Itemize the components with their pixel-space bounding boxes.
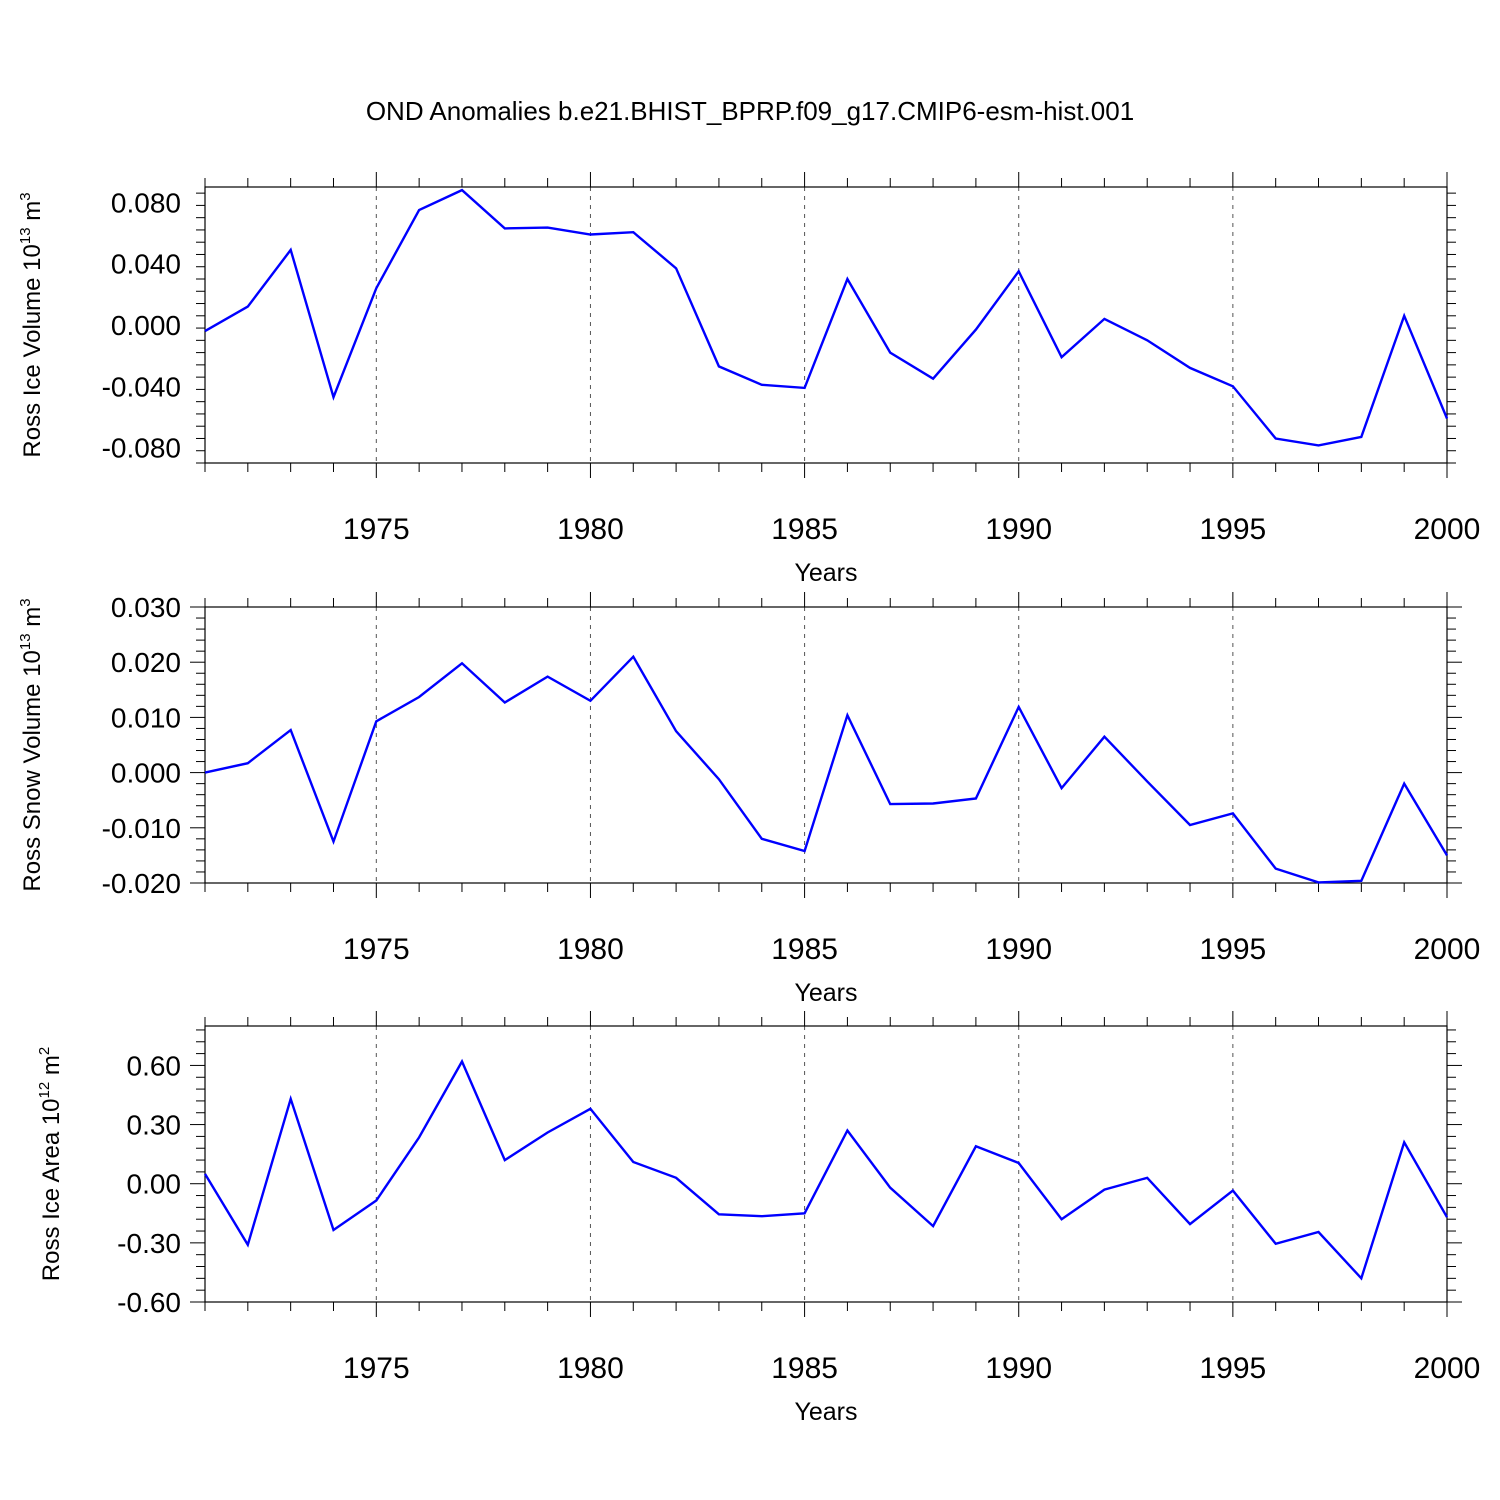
panel-2: -0.020 -0.010 0.000 0.010 0.020 0.030 1975 1980… bbox=[17, 592, 1480, 1007]
x-axis-label: Years bbox=[794, 1398, 857, 1426]
y-tick-label: 0.000 bbox=[111, 310, 181, 341]
y-axis-label-unit-exponent: 3 bbox=[17, 192, 34, 200]
x-tick-label: 1990 bbox=[985, 933, 1052, 966]
y-tick-label: -0.040 bbox=[102, 371, 181, 402]
x-tick-label: 2000 bbox=[1414, 1352, 1481, 1385]
y-tick-label: 0.020 bbox=[111, 647, 181, 678]
y-tick-label: 0.010 bbox=[111, 702, 181, 733]
x-tick-label: 1980 bbox=[557, 513, 624, 546]
x-tick-label: 1990 bbox=[985, 1352, 1052, 1385]
y-axis-label-exponent: 13 bbox=[17, 227, 34, 244]
y-tick-label: -0.080 bbox=[102, 433, 181, 464]
panel-3: -0.60 -0.30 0.00 0.30 0.60 1975 1980 1985 1990 19… bbox=[36, 1011, 1480, 1426]
y-axis-label-unit: m bbox=[19, 607, 46, 634]
y-axis-label-text: Ross Ice Area 10 bbox=[38, 1098, 65, 1281]
x-tick-label: 1995 bbox=[1199, 1352, 1266, 1385]
x-tick-label: 1995 bbox=[1199, 513, 1266, 546]
y-axis-label-unit: m bbox=[19, 201, 46, 228]
x-tick-label: 1985 bbox=[771, 1352, 838, 1385]
y-tick-label: 0.00 bbox=[127, 1169, 182, 1200]
y-axis-label-unit-exponent: 3 bbox=[17, 598, 34, 606]
y-tick-label: 0.60 bbox=[127, 1050, 182, 1081]
y-axis-label-text: Ross Snow Volume 10 bbox=[19, 650, 46, 891]
y-tick-label: -0.30 bbox=[117, 1228, 181, 1259]
y-tick-label: -0.020 bbox=[102, 868, 181, 899]
x-tick-label: 1975 bbox=[343, 933, 410, 966]
panel-1: -0.080 -0.040 0.000 0.040 0.080 1975 1980 1985 1… bbox=[17, 172, 1480, 587]
series-line bbox=[204, 654, 1449, 884]
x-tick-label: 1985 bbox=[771, 513, 838, 546]
x-tick-label: 1985 bbox=[771, 933, 838, 966]
y-axis-label-exponent: 13 bbox=[17, 633, 34, 650]
plot-frame bbox=[204, 1025, 1448, 1303]
x-tick-label: 1980 bbox=[557, 1352, 624, 1385]
plot-frame bbox=[204, 186, 1448, 464]
x-tick-label: 1995 bbox=[1199, 933, 1266, 966]
y-axis-label-unit-exponent: 2 bbox=[36, 1047, 53, 1055]
y-tick-label: 0.040 bbox=[111, 249, 181, 280]
y-axis-label: Ross Snow Volume 1013 m3 bbox=[17, 598, 46, 891]
x-axis-label: Years bbox=[794, 559, 857, 587]
y-axis-label-exponent: 12 bbox=[36, 1082, 53, 1099]
y-axis-label-text: Ross Ice Volume 10 bbox=[19, 244, 46, 457]
x-tick-label: 1975 bbox=[343, 513, 410, 546]
y-tick-label: 0.30 bbox=[127, 1110, 182, 1141]
y-tick-label: 0.080 bbox=[111, 187, 181, 218]
x-tick-label: 1980 bbox=[557, 933, 624, 966]
y-axis-label: Ross Ice Area 1012 m2 bbox=[36, 1047, 65, 1281]
series-line bbox=[203, 1058, 1449, 1281]
x-tick-label: 1975 bbox=[343, 1352, 410, 1385]
y-tick-label: -0.010 bbox=[102, 813, 181, 844]
y-axis-label: Ross Ice Volume 1013 m3 bbox=[17, 192, 46, 457]
x-tick-label: 2000 bbox=[1414, 513, 1481, 546]
x-tick-label: 2000 bbox=[1414, 933, 1481, 966]
y-axis-label-unit: m bbox=[38, 1055, 65, 1082]
x-tick-label: 1990 bbox=[985, 513, 1052, 546]
series-line bbox=[204, 188, 1449, 447]
y-tick-label: 0.000 bbox=[111, 758, 181, 789]
plot-frame bbox=[204, 606, 1448, 884]
chart-title: OND Anomalies b.e21.BHIST_BPRP.f09_g17.C… bbox=[365, 96, 1135, 126]
y-tick-label: 0.030 bbox=[111, 592, 181, 623]
x-axis-label: Years bbox=[794, 979, 857, 1007]
y-tick-label: -0.60 bbox=[117, 1287, 181, 1318]
